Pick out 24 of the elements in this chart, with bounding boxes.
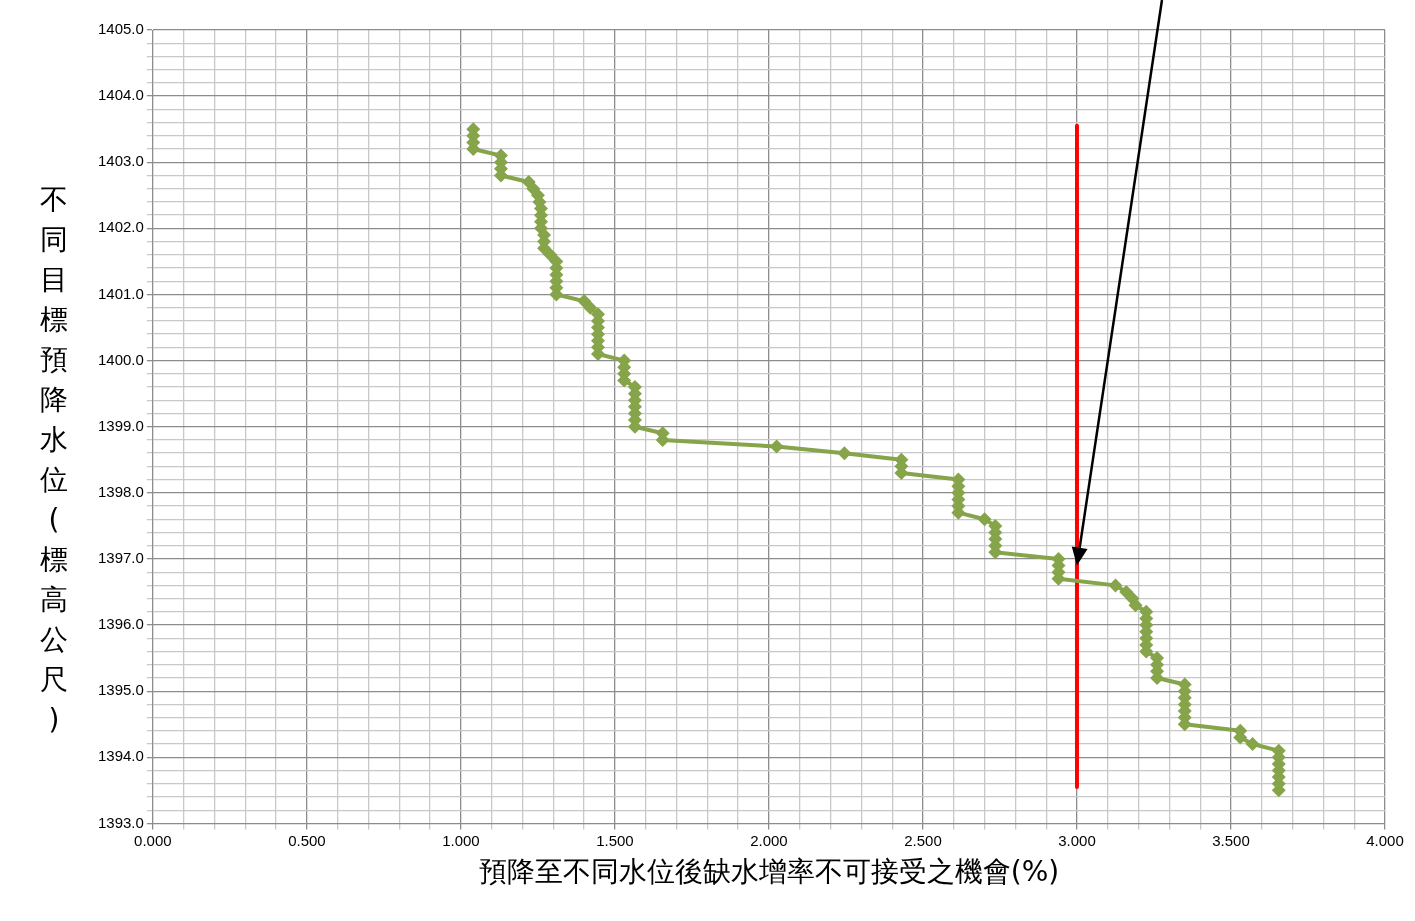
x-tick-label: 1.000 bbox=[442, 831, 480, 849]
x-tick-label: 2.000 bbox=[750, 831, 788, 849]
y-tick-label: 1402.0 bbox=[97, 218, 144, 236]
y-tick-label: 1393.0 bbox=[97, 813, 144, 831]
y-tick-label: 1395.0 bbox=[97, 681, 144, 699]
y-tick-label: 1401.0 bbox=[97, 284, 144, 302]
y-tick-label: 1403.0 bbox=[97, 152, 144, 170]
y-tick-label: 1398.0 bbox=[97, 482, 144, 500]
y-tick-label: 1394.0 bbox=[97, 747, 144, 765]
x-tick-label: 4.000 bbox=[1366, 831, 1404, 849]
y-tick-label: 1399.0 bbox=[97, 416, 144, 434]
x-tick-label: 2.500 bbox=[904, 831, 942, 849]
y-tick-label: 1404.0 bbox=[97, 86, 144, 104]
y-tick-label: 1397.0 bbox=[97, 549, 144, 567]
x-tick-label: 0.000 bbox=[134, 831, 172, 849]
text: 不同目標預降水位(標高公尺) bbox=[40, 183, 68, 736]
x-tick-label: 1.500 bbox=[596, 831, 634, 849]
y-tick-label: 1405.0 bbox=[97, 20, 144, 38]
x-tick-label: 0.500 bbox=[288, 831, 326, 849]
x-axis-title: 預降至不同水位後缺水增率不可接受之機會(%) bbox=[478, 855, 1060, 889]
y-tick-label: 1396.0 bbox=[97, 615, 144, 633]
x-tick-label: 3.000 bbox=[1058, 831, 1096, 849]
y-tick-label: 1400.0 bbox=[97, 350, 144, 368]
x-tick-label: 3.500 bbox=[1212, 831, 1250, 849]
